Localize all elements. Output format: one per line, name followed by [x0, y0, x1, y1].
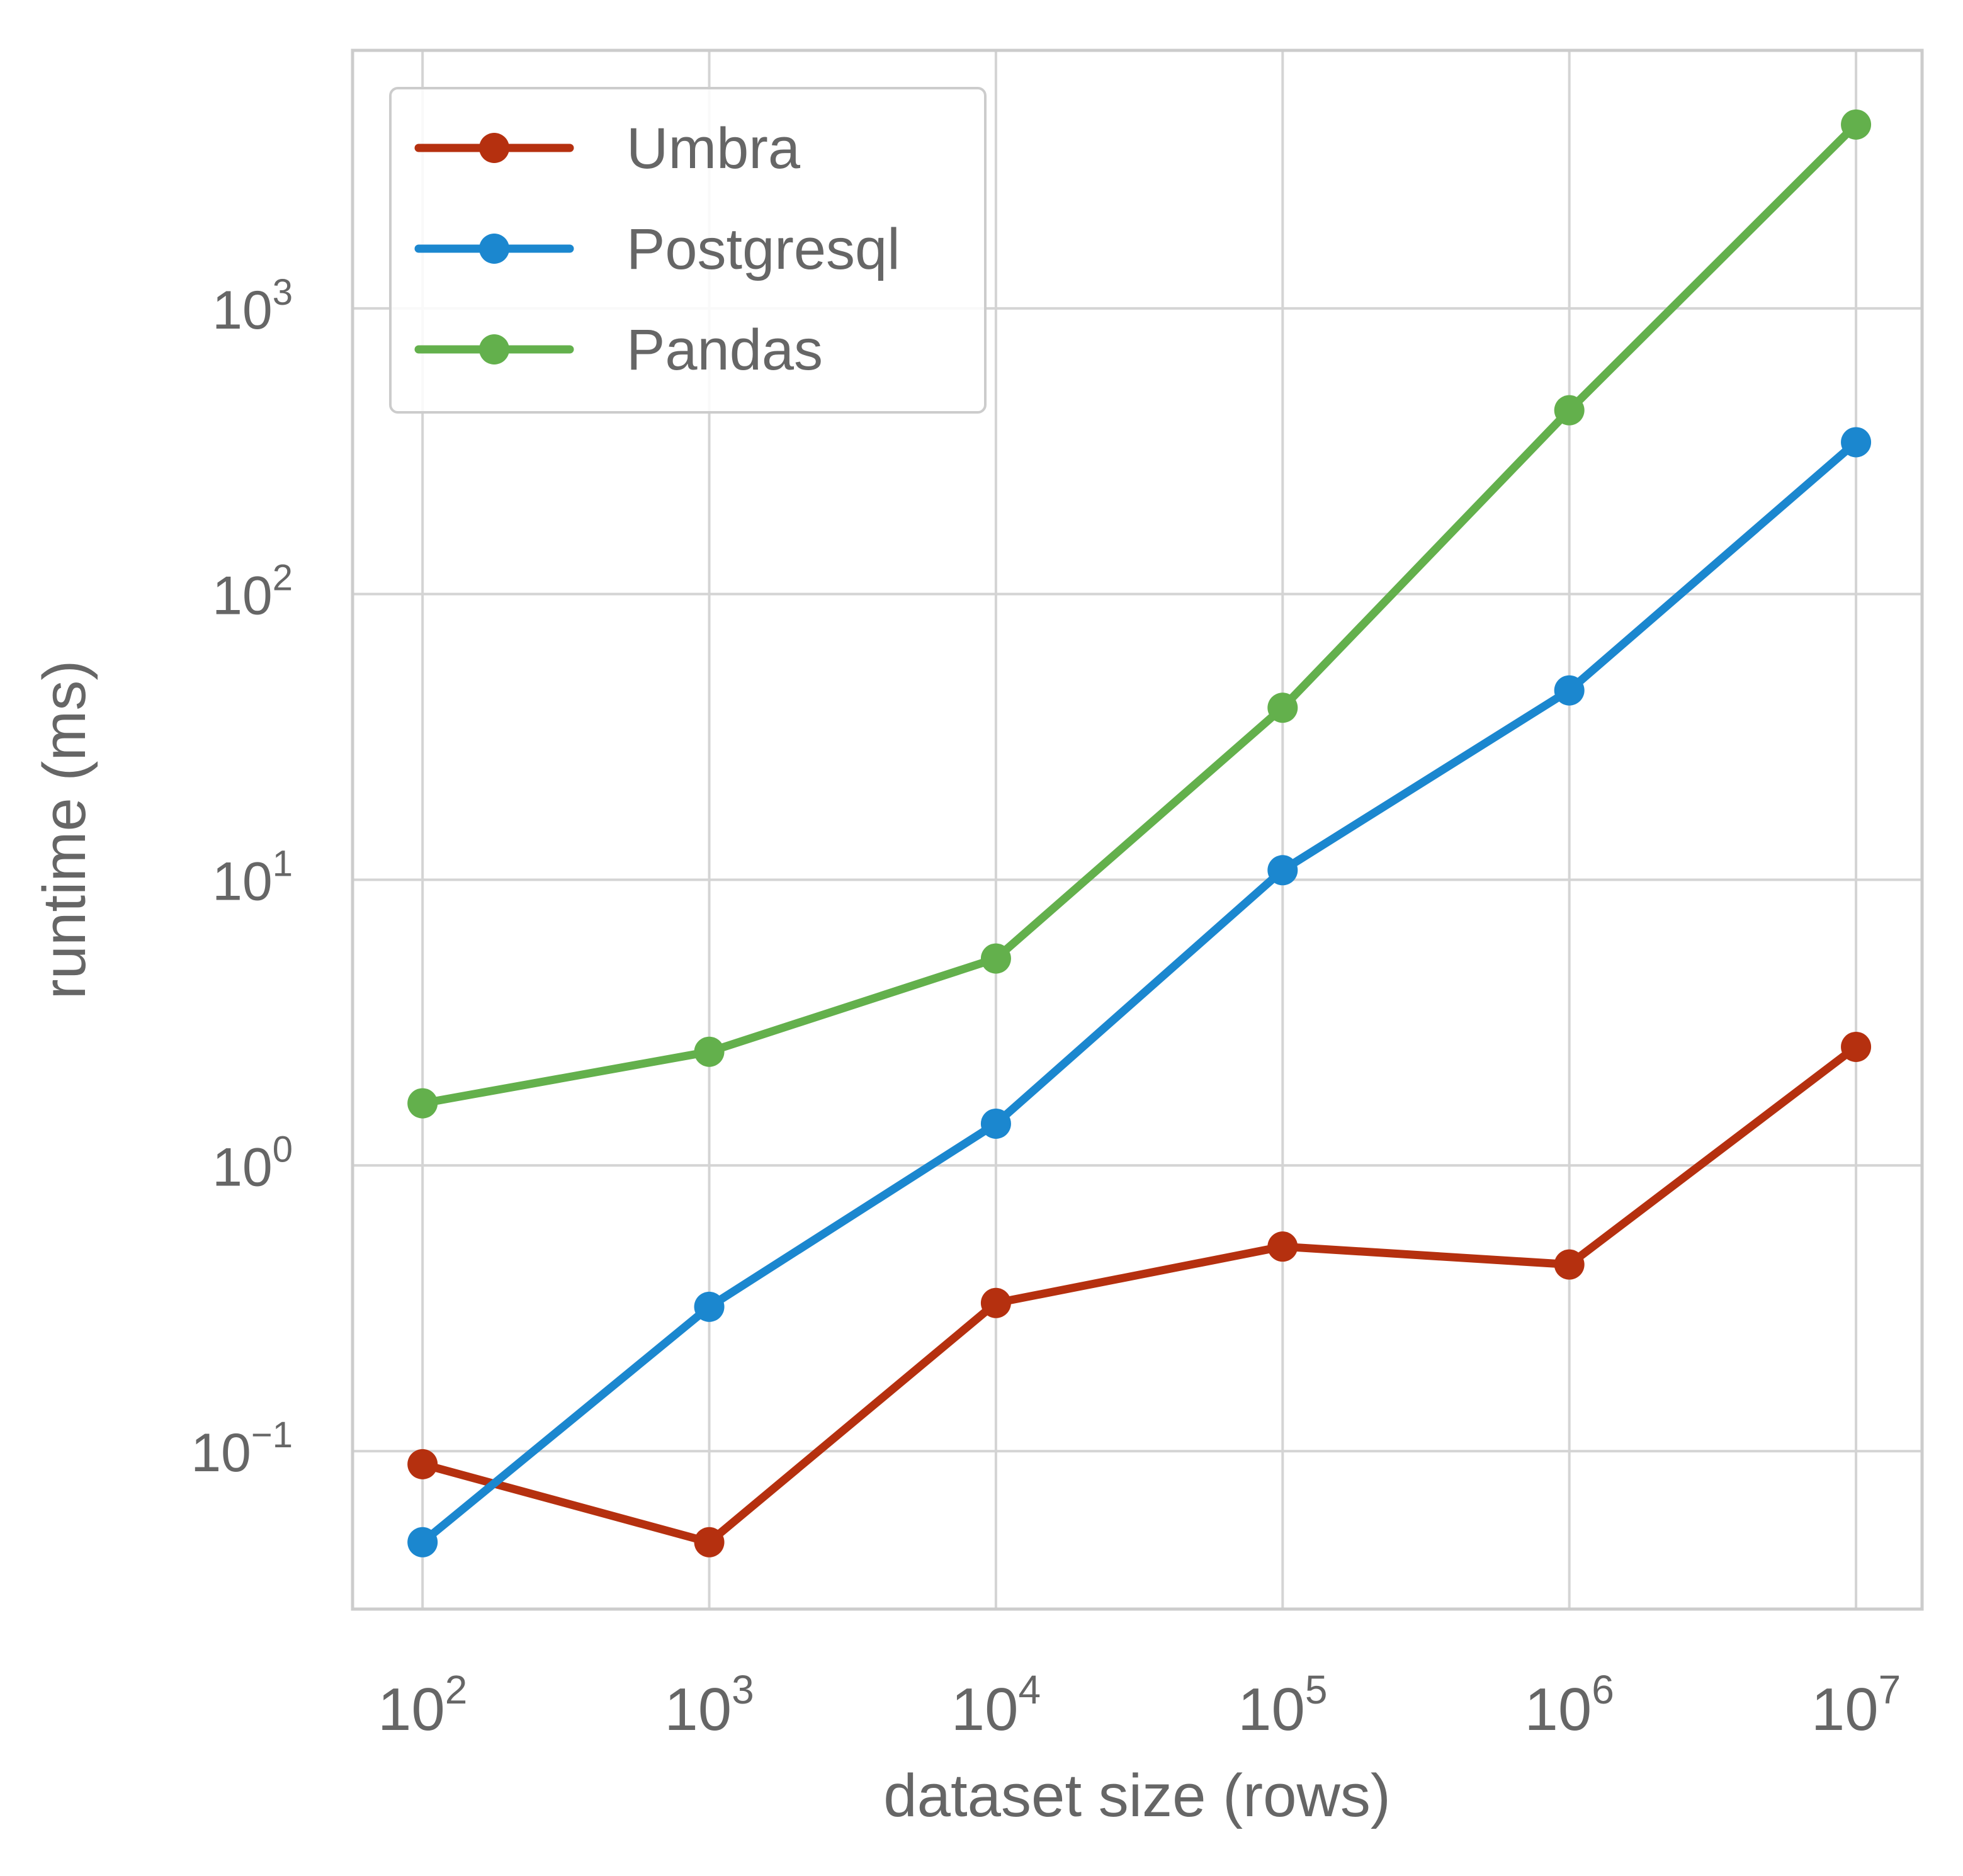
data-point-pandas [694, 1036, 725, 1067]
y-tick-exponent: 0 [273, 1129, 293, 1170]
x-tick-base: 10 [1238, 1676, 1305, 1743]
legend-entry-pandas: Pandas [414, 318, 823, 382]
y-tick-exponent: 1 [273, 843, 293, 884]
x-tick-base: 10 [664, 1676, 732, 1743]
legend-swatch-marker [479, 133, 509, 163]
data-point-postgresql [1841, 427, 1872, 458]
x-tick-exponent: 3 [732, 1667, 754, 1712]
y-tick-label: 10−1 [191, 1415, 293, 1483]
x-tick-label: 106 [1524, 1667, 1614, 1743]
grid-lines [353, 50, 1922, 1609]
data-point-umbra [694, 1527, 725, 1557]
data-point-umbra [1841, 1031, 1872, 1062]
data-point-postgresql [980, 1108, 1011, 1139]
y-tick-label: 103 [212, 272, 293, 341]
data-point-postgresql [694, 1291, 725, 1322]
x-tick-exponent: 4 [1019, 1667, 1041, 1712]
x-tick-exponent: 7 [1879, 1667, 1901, 1712]
x-tick-base: 10 [1811, 1676, 1879, 1743]
legend-entry-postgresql: Postgresql [414, 217, 900, 281]
y-tick-label: 100 [212, 1129, 293, 1197]
series-postgresql [407, 427, 1872, 1557]
data-point-umbra [1554, 1249, 1585, 1280]
data-point-pandas [1554, 395, 1585, 426]
x-axis-label: dataset size (rows) [883, 1762, 1391, 1829]
data-point-umbra [980, 1287, 1011, 1318]
x-tick-label: 107 [1811, 1667, 1901, 1743]
y-axis-label: runtime (ms) [31, 660, 98, 1000]
x-tick-base: 10 [1524, 1676, 1592, 1743]
x-tick-exponent: 2 [445, 1667, 468, 1712]
series-line-umbra [418, 1043, 1860, 1547]
plot-frame [351, 48, 1924, 1611]
x-tick-base: 10 [378, 1676, 445, 1743]
legend-box [389, 87, 987, 414]
y-tick-label: 102 [212, 558, 293, 626]
series-line-pandas [418, 120, 1860, 1108]
data-point-pandas [1841, 109, 1872, 140]
data-point-pandas [407, 1088, 438, 1119]
data-point-postgresql [1267, 855, 1298, 886]
legend: Umbra Postgresql Pandas [389, 87, 987, 414]
legend-label: Umbra [626, 116, 801, 181]
x-tick-base: 10 [951, 1676, 1019, 1743]
y-tick-base: 10 [191, 1423, 251, 1483]
legend-label: Pandas [626, 318, 823, 382]
legend-label: Postgresql [626, 217, 900, 281]
legend-swatch-marker [479, 234, 509, 264]
data-point-postgresql [1554, 675, 1585, 706]
series-line-postgresql [418, 438, 1860, 1547]
y-tick-base: 10 [212, 1137, 273, 1197]
y-tick-exponent: 2 [273, 558, 293, 599]
data-point-umbra [1267, 1231, 1298, 1262]
series-umbra [407, 1031, 1872, 1557]
legend-entry-umbra: Umbra [414, 116, 801, 181]
series-pandas [407, 109, 1872, 1119]
series-layer [407, 109, 1872, 1557]
data-point-umbra [407, 1449, 438, 1479]
x-tick-exponent: 6 [1592, 1667, 1614, 1712]
y-tick-base: 10 [212, 851, 273, 912]
y-tick-exponent: −1 [251, 1415, 293, 1455]
legend-swatch-marker [479, 334, 509, 364]
x-tick-label: 104 [951, 1667, 1041, 1743]
data-point-pandas [1267, 692, 1298, 723]
data-point-postgresql [407, 1527, 438, 1557]
y-tick-base: 10 [212, 566, 273, 626]
x-tick-label: 105 [1238, 1667, 1327, 1743]
y-tick-base: 10 [212, 280, 273, 341]
x-tick-labels: 102 103 104 105 106 107 [378, 1667, 1901, 1743]
x-tick-label: 102 [378, 1667, 467, 1743]
y-tick-label: 101 [212, 843, 293, 912]
y-tick-exponent: 3 [273, 272, 293, 313]
data-point-pandas [980, 943, 1011, 974]
x-tick-label: 103 [664, 1667, 754, 1743]
x-tick-exponent: 5 [1305, 1667, 1328, 1712]
